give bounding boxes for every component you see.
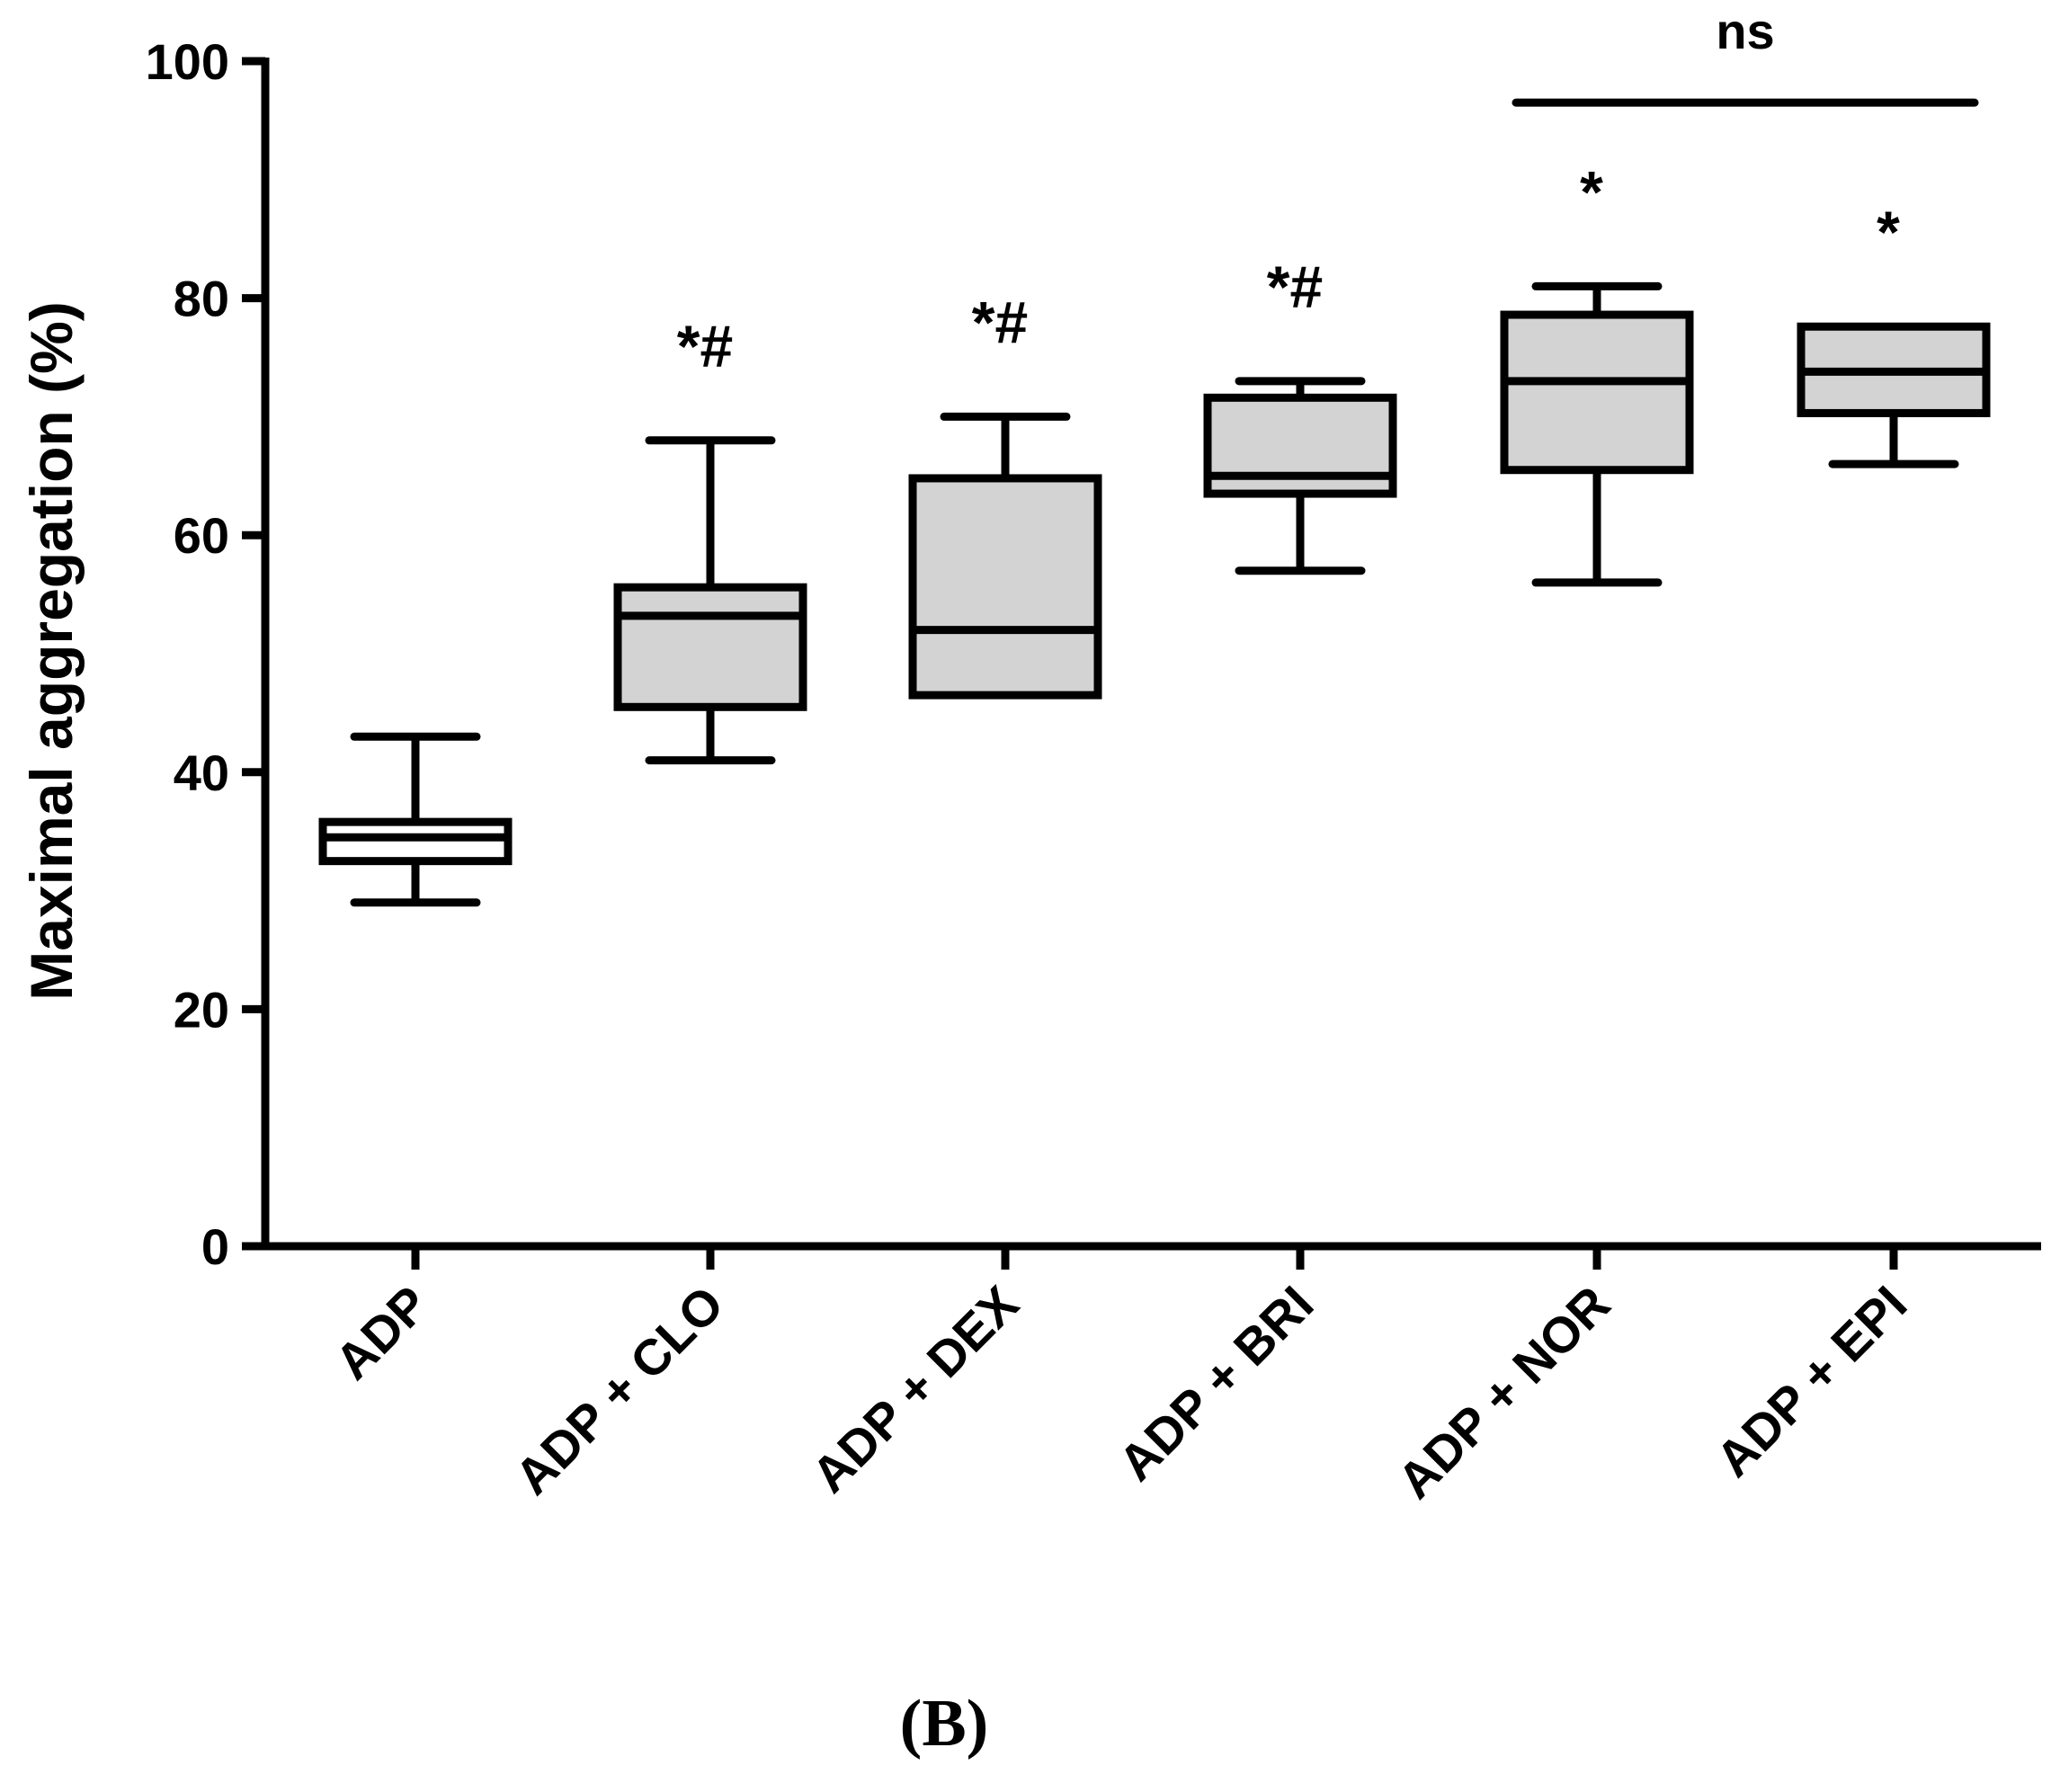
box-iqr	[613, 583, 807, 711]
significance-marker: *#	[1267, 254, 1323, 320]
x-tick-label: ADP + DEX	[801, 1275, 1030, 1503]
x-tick-label: ADP + NOR	[1387, 1275, 1621, 1510]
y-axis-title: Maximal aggregation (%)	[18, 301, 85, 1000]
plot-area: 0 20 40 60 80 100 ADP ADP + CLO ADP + DEX ADP + B…	[146, 3, 2041, 1509]
significance-marker: *#	[677, 313, 733, 379]
y-tick-label: 40	[174, 744, 229, 801]
x-tick-label: ADP + EPI	[1705, 1275, 1917, 1487]
significance-marker: *	[1877, 199, 1900, 265]
y-tick-label: 20	[174, 981, 229, 1038]
box-iqr	[908, 474, 1102, 700]
box-iqr	[318, 817, 513, 866]
y-tick-label: 80	[174, 271, 229, 327]
box-iqr	[1500, 310, 1694, 475]
x-tick-label: ADP	[324, 1275, 439, 1390]
significance-marker: *	[1580, 158, 1603, 225]
x-tick-label: ADP + CLO	[504, 1275, 734, 1505]
x-tick-label: ADP + BRI	[1108, 1275, 1324, 1492]
panel-label: (B)	[899, 1687, 989, 1761]
significance-marker: *#	[972, 289, 1028, 355]
comparison-label: ns	[1716, 3, 1774, 59]
y-tick-label: 100	[146, 33, 229, 90]
y-tick-label: 60	[174, 507, 229, 564]
y-tick-label: 0	[201, 1218, 229, 1275]
